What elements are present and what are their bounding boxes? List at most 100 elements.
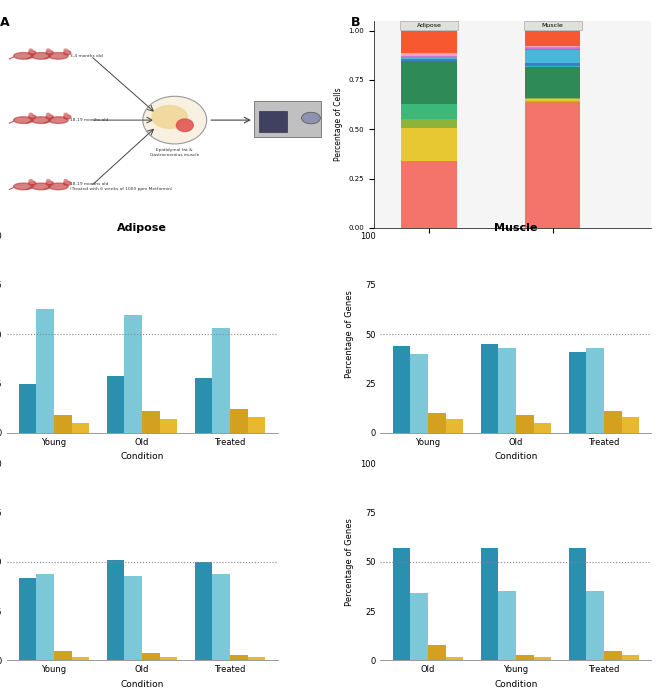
Bar [586, 348, 604, 433]
Bar [247, 417, 265, 433]
Bar [604, 651, 622, 660]
Ellipse shape [63, 51, 71, 55]
Ellipse shape [14, 183, 33, 190]
Bar [498, 348, 516, 433]
Ellipse shape [47, 114, 50, 116]
Bar [230, 409, 247, 433]
Bar [107, 376, 124, 433]
Bar [107, 560, 124, 660]
Bar [525, 47, 580, 50]
Ellipse shape [176, 119, 193, 131]
FancyBboxPatch shape [400, 21, 458, 30]
Bar [19, 384, 36, 433]
Ellipse shape [152, 105, 188, 129]
Bar [428, 413, 445, 433]
Ellipse shape [49, 183, 68, 190]
Bar [525, 99, 580, 102]
Title: Muscle: Muscle [494, 224, 538, 233]
Bar [411, 593, 428, 660]
Ellipse shape [47, 49, 50, 51]
Text: A: A [0, 17, 9, 30]
Bar [393, 548, 411, 660]
Ellipse shape [46, 181, 53, 185]
Bar [445, 419, 463, 433]
Bar [393, 346, 411, 433]
Ellipse shape [28, 181, 36, 185]
Ellipse shape [64, 49, 68, 51]
Bar [525, 30, 580, 46]
Bar [401, 58, 457, 61]
Bar [445, 656, 463, 660]
Ellipse shape [47, 180, 50, 182]
Bar [142, 653, 160, 660]
Bar [534, 656, 551, 660]
Bar [525, 50, 580, 63]
Bar [569, 352, 586, 433]
Text: Adipose: Adipose [417, 23, 442, 28]
Bar [195, 562, 213, 660]
Bar [481, 548, 498, 660]
Ellipse shape [46, 51, 53, 55]
Text: 18-19 months old
(Treated with 6 weeks of 1000 ppm Metformin): 18-19 months old (Treated with 6 weeks o… [70, 182, 173, 191]
Bar [72, 656, 89, 660]
Bar [247, 656, 265, 660]
Bar [498, 592, 516, 660]
Bar [525, 66, 580, 67]
X-axis label: Condition: Condition [120, 452, 164, 462]
Bar [569, 548, 586, 660]
Bar [259, 111, 288, 131]
Bar [604, 411, 622, 433]
Bar [525, 103, 580, 228]
Bar [124, 314, 142, 433]
Ellipse shape [31, 52, 51, 59]
Bar [36, 574, 54, 660]
Bar [160, 419, 177, 433]
Bar [411, 354, 428, 433]
Ellipse shape [64, 114, 68, 116]
Circle shape [301, 112, 320, 124]
Title: Adipose: Adipose [117, 224, 167, 233]
Bar [516, 415, 534, 433]
Bar [124, 576, 142, 660]
Text: 3-4 months old: 3-4 months old [70, 54, 103, 58]
Bar [254, 101, 321, 137]
Ellipse shape [64, 180, 68, 182]
Bar [142, 411, 160, 433]
Bar [54, 415, 72, 433]
Text: B: B [351, 17, 361, 30]
Bar [36, 309, 54, 433]
Bar [54, 651, 72, 660]
Ellipse shape [28, 51, 36, 55]
Ellipse shape [14, 117, 33, 123]
Bar [516, 654, 534, 660]
Y-axis label: Percentage of Genes: Percentage of Genes [345, 518, 354, 605]
Bar [401, 61, 457, 104]
Bar [230, 654, 247, 660]
Ellipse shape [143, 96, 207, 144]
Bar [19, 578, 36, 660]
Ellipse shape [49, 52, 68, 59]
Bar [401, 30, 457, 53]
Bar [622, 417, 639, 433]
Bar [195, 378, 213, 433]
Bar [428, 645, 445, 660]
Ellipse shape [46, 115, 53, 119]
X-axis label: Condition: Condition [494, 452, 538, 462]
Ellipse shape [63, 181, 71, 185]
Bar [481, 344, 498, 433]
Ellipse shape [63, 115, 71, 119]
Bar [401, 162, 457, 228]
Bar [401, 104, 457, 119]
Ellipse shape [31, 183, 51, 190]
X-axis label: Tissue: Tissue [501, 249, 524, 258]
Ellipse shape [29, 180, 32, 182]
Bar [401, 53, 457, 56]
Ellipse shape [28, 115, 36, 119]
Bar [401, 56, 457, 58]
X-axis label: Condition: Condition [494, 680, 538, 688]
Bar [401, 128, 457, 161]
Bar [525, 63, 580, 66]
Ellipse shape [31, 117, 51, 123]
Ellipse shape [29, 114, 32, 116]
Bar [586, 592, 604, 660]
